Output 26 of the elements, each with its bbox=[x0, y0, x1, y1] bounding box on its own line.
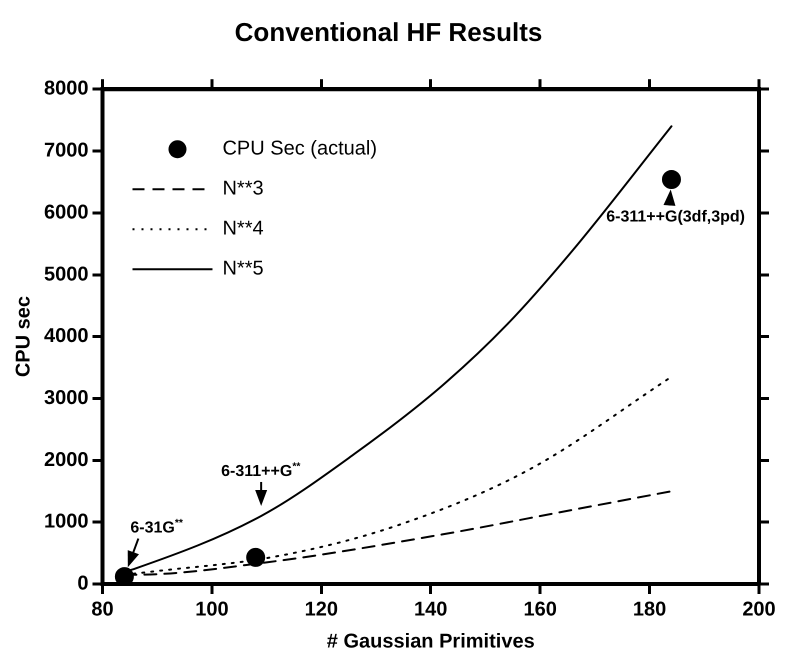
y-tick-label: 2000 bbox=[44, 448, 88, 471]
legend-label: N**5 bbox=[222, 258, 264, 280]
annotation: 6-311++G** bbox=[221, 462, 302, 480]
y-tick-label: 7000 bbox=[44, 140, 88, 162]
x-tick-label: 80 bbox=[91, 598, 114, 621]
x-tick-label: 200 bbox=[742, 598, 776, 621]
x-tick-label: 140 bbox=[414, 598, 448, 621]
annotation: 6-31G** bbox=[130, 518, 184, 537]
y-tick-label: 0 bbox=[77, 572, 88, 595]
x-tick-label: 180 bbox=[632, 598, 666, 621]
x-tick-label: 160 bbox=[523, 598, 557, 621]
legend-label: N**3 bbox=[222, 178, 264, 200]
y-tick-label: 3000 bbox=[44, 386, 88, 409]
x-tick-label: 120 bbox=[304, 598, 338, 621]
y-axis-title: CPU sec bbox=[12, 296, 35, 378]
x-tick-label: 100 bbox=[195, 598, 229, 621]
y-tick-label: 8000 bbox=[44, 78, 88, 100]
y-tick-label: 1000 bbox=[44, 510, 88, 533]
legend-label: N**4 bbox=[222, 218, 264, 240]
y-tick-label: 4000 bbox=[44, 325, 88, 348]
annotation: 6-311++G(3df,3pd) bbox=[606, 208, 745, 226]
legend-label: CPU Sec (actual) bbox=[222, 138, 377, 160]
y-tick-label: 5000 bbox=[44, 263, 88, 286]
y-tick-label: 6000 bbox=[44, 201, 88, 224]
x-axis-title: # Gaussian Primitives bbox=[326, 630, 535, 653]
chart-title: Conventional HF Results bbox=[234, 16, 542, 47]
